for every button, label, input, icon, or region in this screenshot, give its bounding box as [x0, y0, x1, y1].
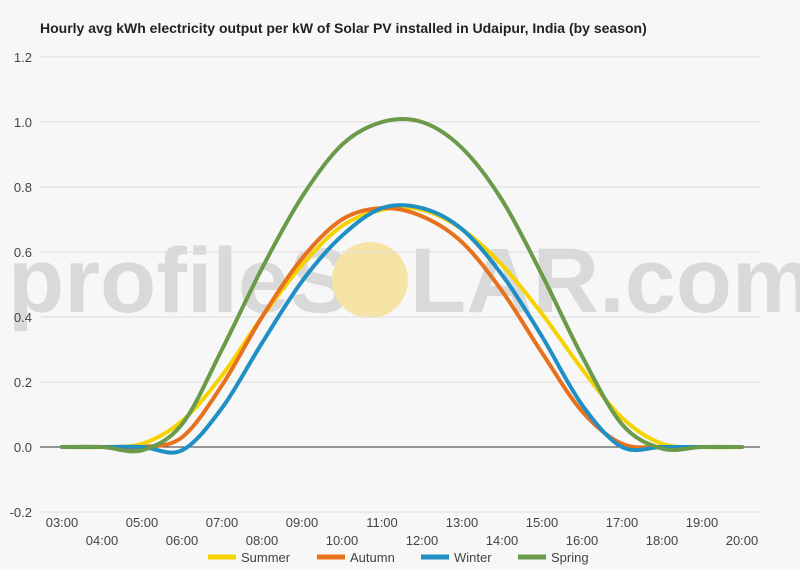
- watermark-text-left: profileS: [8, 230, 350, 332]
- y-axis-ticks: 1.2 1.0 0.8 0.6 0.4 0.2 0.0 -0.2: [10, 50, 32, 520]
- x-tick-label: 03:00: [46, 515, 79, 530]
- x-axis-ticks: 03:00 04:00 05:00 06:00 07:00 08:00 09:00 10:00…: [46, 515, 759, 548]
- x-tick-label: 16:00: [566, 533, 599, 548]
- series-line-autumn: [60, 206, 744, 450]
- x-tick-label: 17:00: [606, 515, 639, 530]
- x-tick-label: 11:00: [366, 515, 398, 530]
- y-tick-label: 0.4: [14, 310, 32, 325]
- watermark-text-right: LAR.com: [410, 230, 800, 332]
- watermark-sun-icon: [332, 242, 408, 318]
- x-tick-label: 06:00: [166, 533, 199, 548]
- legend-label: Spring: [551, 550, 589, 565]
- y-tick-label: -0.2: [10, 505, 32, 520]
- legend-label: Autumn: [350, 550, 395, 565]
- x-tick-label: 12:00: [406, 533, 439, 548]
- y-tick-label: 0.6: [14, 245, 32, 260]
- x-tick-label: 09:00: [286, 515, 319, 530]
- y-tick-label: 1.0: [14, 115, 32, 130]
- series-line-spring: [60, 116, 744, 454]
- y-tick-label: 0.8: [14, 180, 32, 195]
- y-tick-label: 0.0: [14, 440, 32, 455]
- legend-item-autumn: Autumn: [317, 550, 395, 565]
- legend-item-winter: Winter: [421, 550, 492, 565]
- x-tick-label: 08:00: [246, 533, 279, 548]
- legend: Summer Autumn Winter Spring: [208, 550, 589, 565]
- x-tick-label: 13:00: [446, 515, 479, 530]
- series-lines: [60, 116, 744, 455]
- x-tick-label: 05:00: [126, 515, 159, 530]
- legend-item-summer: Summer: [208, 550, 291, 565]
- x-tick-label: 07:00: [206, 515, 239, 530]
- watermark: profileS LAR.com: [8, 230, 800, 332]
- y-tick-label: 1.2: [14, 50, 32, 65]
- x-tick-label: 04:00: [86, 533, 119, 548]
- series-line-winter: [60, 203, 744, 455]
- y-tick-label: 0.2: [14, 375, 32, 390]
- chart-title: Hourly avg kWh electricity output per kW…: [40, 20, 647, 36]
- x-tick-label: 10:00: [326, 533, 359, 548]
- legend-label: Summer: [241, 550, 291, 565]
- x-tick-label: 18:00: [646, 533, 679, 548]
- x-tick-label: 20:00: [726, 533, 759, 548]
- x-tick-label: 15:00: [526, 515, 559, 530]
- legend-item-spring: Spring: [518, 550, 589, 565]
- legend-label: Winter: [454, 550, 492, 565]
- x-tick-label: 19:00: [686, 515, 719, 530]
- x-tick-label: 14:00: [486, 533, 519, 548]
